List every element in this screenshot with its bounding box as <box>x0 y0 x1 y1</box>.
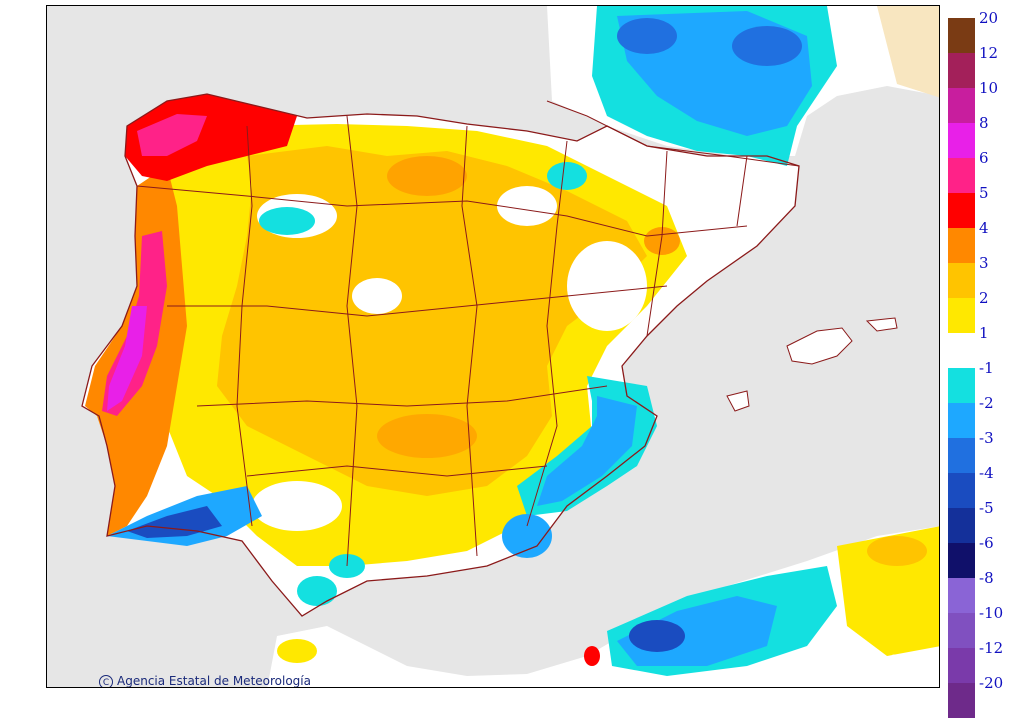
credit-text: Agencia Estatal de Meteorología <box>117 674 311 688</box>
coastline <box>81 93 800 617</box>
anomaly-pos4-galicia <box>125 94 297 181</box>
legend-swatch-neg-3 <box>948 473 975 508</box>
anomaly-neg2-spot <box>502 514 552 558</box>
legend-label-neg-8: -12 <box>979 639 1004 657</box>
legend-swatch-pos-5 <box>948 193 975 228</box>
anomaly-neg2-southeast <box>537 396 637 506</box>
anomaly-neg1-spot <box>297 576 337 606</box>
legend-label-pos-6: 4 <box>979 219 989 237</box>
credit-label: C Agencia Estatal de Meteorología <box>99 674 311 688</box>
legend-label-pos-4: 6 <box>979 149 989 167</box>
legend-swatch-neg-7 <box>948 613 975 648</box>
anomaly-pos2-spot <box>867 536 927 566</box>
legend-label-neg-0: -1 <box>979 359 994 377</box>
legend-label-pos-9: 1 <box>979 324 989 342</box>
anomaly-neg3-spot <box>732 26 802 66</box>
legend-swatch-neg-1 <box>948 403 975 438</box>
legend-label-neg-3: -4 <box>979 464 994 482</box>
legend-swatch-pos-3 <box>948 123 975 158</box>
ibiza-island <box>726 390 750 412</box>
anomaly-pos3-spot <box>387 156 467 196</box>
legend-swatch-neg-2 <box>948 438 975 473</box>
anomaly-neg4-spot <box>629 620 685 652</box>
anomaly-neg4-southwest <box>127 506 222 538</box>
anomaly-zero-patch <box>497 186 557 226</box>
legend-label-pos-0: 20 <box>979 9 999 27</box>
legend-swatch-pos-1 <box>948 53 975 88</box>
anomaly-pos3-spot <box>377 414 477 458</box>
legend-label-pos-5: 5 <box>979 184 989 202</box>
legend-label-pos-2: 10 <box>979 79 999 97</box>
anomaly-pos2 <box>217 146 647 496</box>
province-borders <box>136 100 800 567</box>
legend-label-neg-1: -2 <box>979 394 994 412</box>
legend-swatch-pos-7 <box>948 263 975 298</box>
anomaly-map: aemet C Agencia Estatal de Meteorología <box>46 5 940 688</box>
legend-label-pos-7: 3 <box>979 254 989 272</box>
anomaly-pos1-spot <box>277 639 317 663</box>
legend-label-neg-2: -3 <box>979 429 994 447</box>
anomaly-zero-patch <box>252 481 342 531</box>
watermark-text: aemet <box>812 648 899 681</box>
legend-label-pos-8: 2 <box>979 289 989 307</box>
legend-label-neg-5: -6 <box>979 534 994 552</box>
legend-swatch-pos-0 <box>948 18 975 53</box>
legend-swatch-neg-4 <box>948 508 975 543</box>
anomaly-pos4-spot <box>584 646 600 666</box>
legend-label-neg-7: -10 <box>979 604 1004 622</box>
legend: 20 12 10 8 6 5 4 3 2 1 -1 -2 -3 -4 -5 -6 -8 -10 -12 -20 <box>948 11 1024 718</box>
copyright-icon: C <box>99 674 113 687</box>
anomaly-neg3-spot <box>617 18 677 54</box>
legend-label-neg-4: -5 <box>979 499 994 517</box>
legend-swatch-pos-9 <box>948 333 975 368</box>
legend-label-neg-6: -8 <box>979 569 994 587</box>
legend-swatch-pos-6 <box>948 228 975 263</box>
legend-swatch-neg-0 <box>948 368 975 403</box>
anomaly-neg1-patch <box>259 207 315 235</box>
legend-swatch-neg-9 <box>948 683 975 718</box>
legend-label-pos-1: 12 <box>979 44 999 62</box>
legend-swatch-neg-8 <box>948 648 975 683</box>
legend-swatch-pos-2 <box>948 88 975 123</box>
france-east-area <box>877 6 939 98</box>
anomaly-zero-patch <box>352 278 402 314</box>
legend-swatch-pos-8 <box>948 298 975 333</box>
anomaly-neg1-patch <box>547 162 587 190</box>
mallorca-island <box>786 327 853 365</box>
legend-label-pos-3: 8 <box>979 114 989 132</box>
legend-swatch-neg-5 <box>948 543 975 578</box>
legend-label-neg-9: -20 <box>979 674 1004 692</box>
anomaly-zero-patch <box>567 241 647 331</box>
legend-swatch-neg-6 <box>948 578 975 613</box>
menorca-island <box>865 317 898 332</box>
legend-swatch-pos-4 <box>948 158 975 193</box>
anomaly-pos5-galicia <box>137 114 207 156</box>
anomaly-pos6-west <box>107 306 147 411</box>
map-canvas: aemet <box>47 6 939 687</box>
